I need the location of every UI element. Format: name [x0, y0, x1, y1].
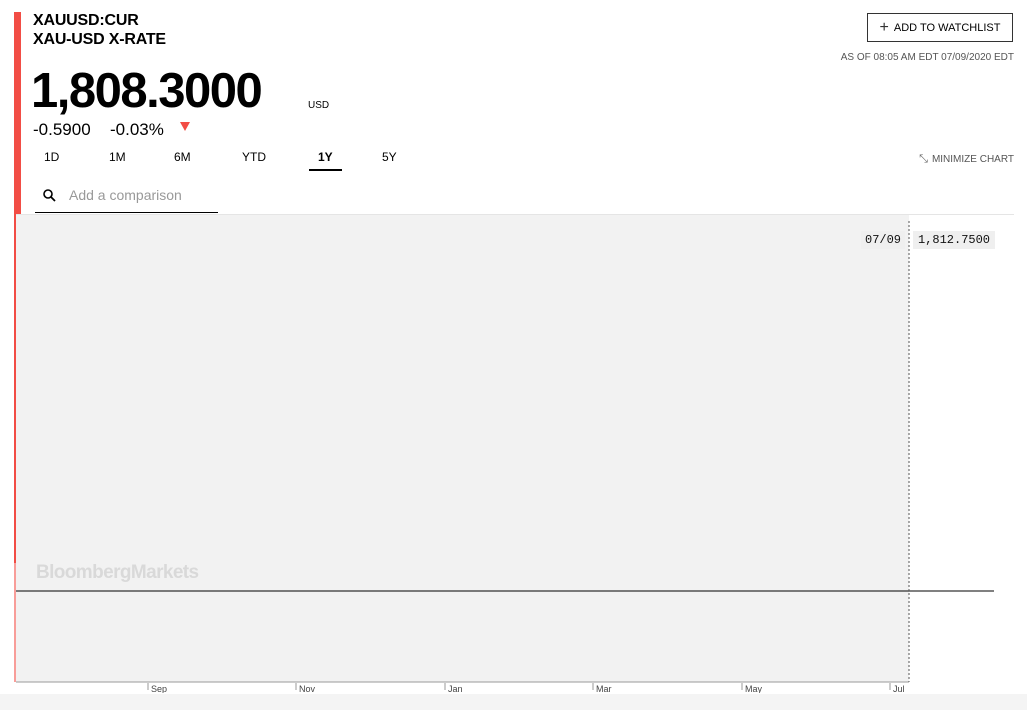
- range-5y[interactable]: 5Y: [382, 150, 397, 164]
- x-tick-label: Mar: [596, 684, 612, 693]
- accent-bar-lower: [14, 563, 17, 682]
- x-tick-label: Jan: [448, 684, 463, 693]
- comparison-input[interactable]: [67, 186, 211, 204]
- minimize-chart-label: MINIMIZE CHART: [931, 154, 1014, 165]
- bloomberg-watermark: BloombergMarkets: [36, 562, 199, 583]
- watchlist-label: ADD TO WATCHLIST: [893, 21, 1001, 34]
- minimize-chart-button[interactable]: ⤡ MINIMIZE CHART: [919, 153, 1014, 166]
- tooltip-value: 1,812.7500: [913, 231, 996, 249]
- plus-icon: +: [879, 18, 889, 36]
- as-of-timestamp: AS OF 08:05 AM EDT 07/09/2020 EDT: [840, 52, 1014, 63]
- comparison-search: [35, 178, 218, 213]
- range-1d[interactable]: 1D: [44, 150, 60, 164]
- last-price: 1,808.3000: [31, 64, 263, 118]
- x-tick-label: May: [745, 684, 763, 693]
- ticker-symbol: XAUUSD:CUR: [33, 12, 139, 29]
- down-arrow-icon: [180, 122, 190, 131]
- range-1y[interactable]: 1Y: [309, 150, 342, 171]
- search-icon: [43, 189, 56, 202]
- bottom-scroll-strip: [0, 694, 1027, 710]
- tooltip-date: 07/09: [861, 231, 906, 249]
- x-tick-label: Sep: [151, 684, 167, 693]
- price-change-percent: -0.03%: [110, 120, 164, 139]
- add-to-watchlist-button[interactable]: + ADD TO WATCHLIST: [867, 13, 1013, 42]
- range-1m[interactable]: 1M: [109, 150, 126, 164]
- price-chart: 1400.00001500.00001600.00001700.00001800…: [16, 215, 994, 693]
- instrument-name: XAU-USD X-RATE: [33, 31, 166, 48]
- currency-label: USD: [308, 100, 330, 111]
- price-area-fill: [16, 215, 909, 682]
- x-tick-label: Nov: [299, 684, 316, 693]
- minimize-icon: ⤡: [919, 153, 928, 165]
- range-ytd[interactable]: YTD: [242, 150, 266, 164]
- x-tick-label: Jul: [893, 684, 905, 693]
- range-6m[interactable]: 6M: [174, 150, 191, 164]
- price-change: -0.5900: [33, 120, 91, 139]
